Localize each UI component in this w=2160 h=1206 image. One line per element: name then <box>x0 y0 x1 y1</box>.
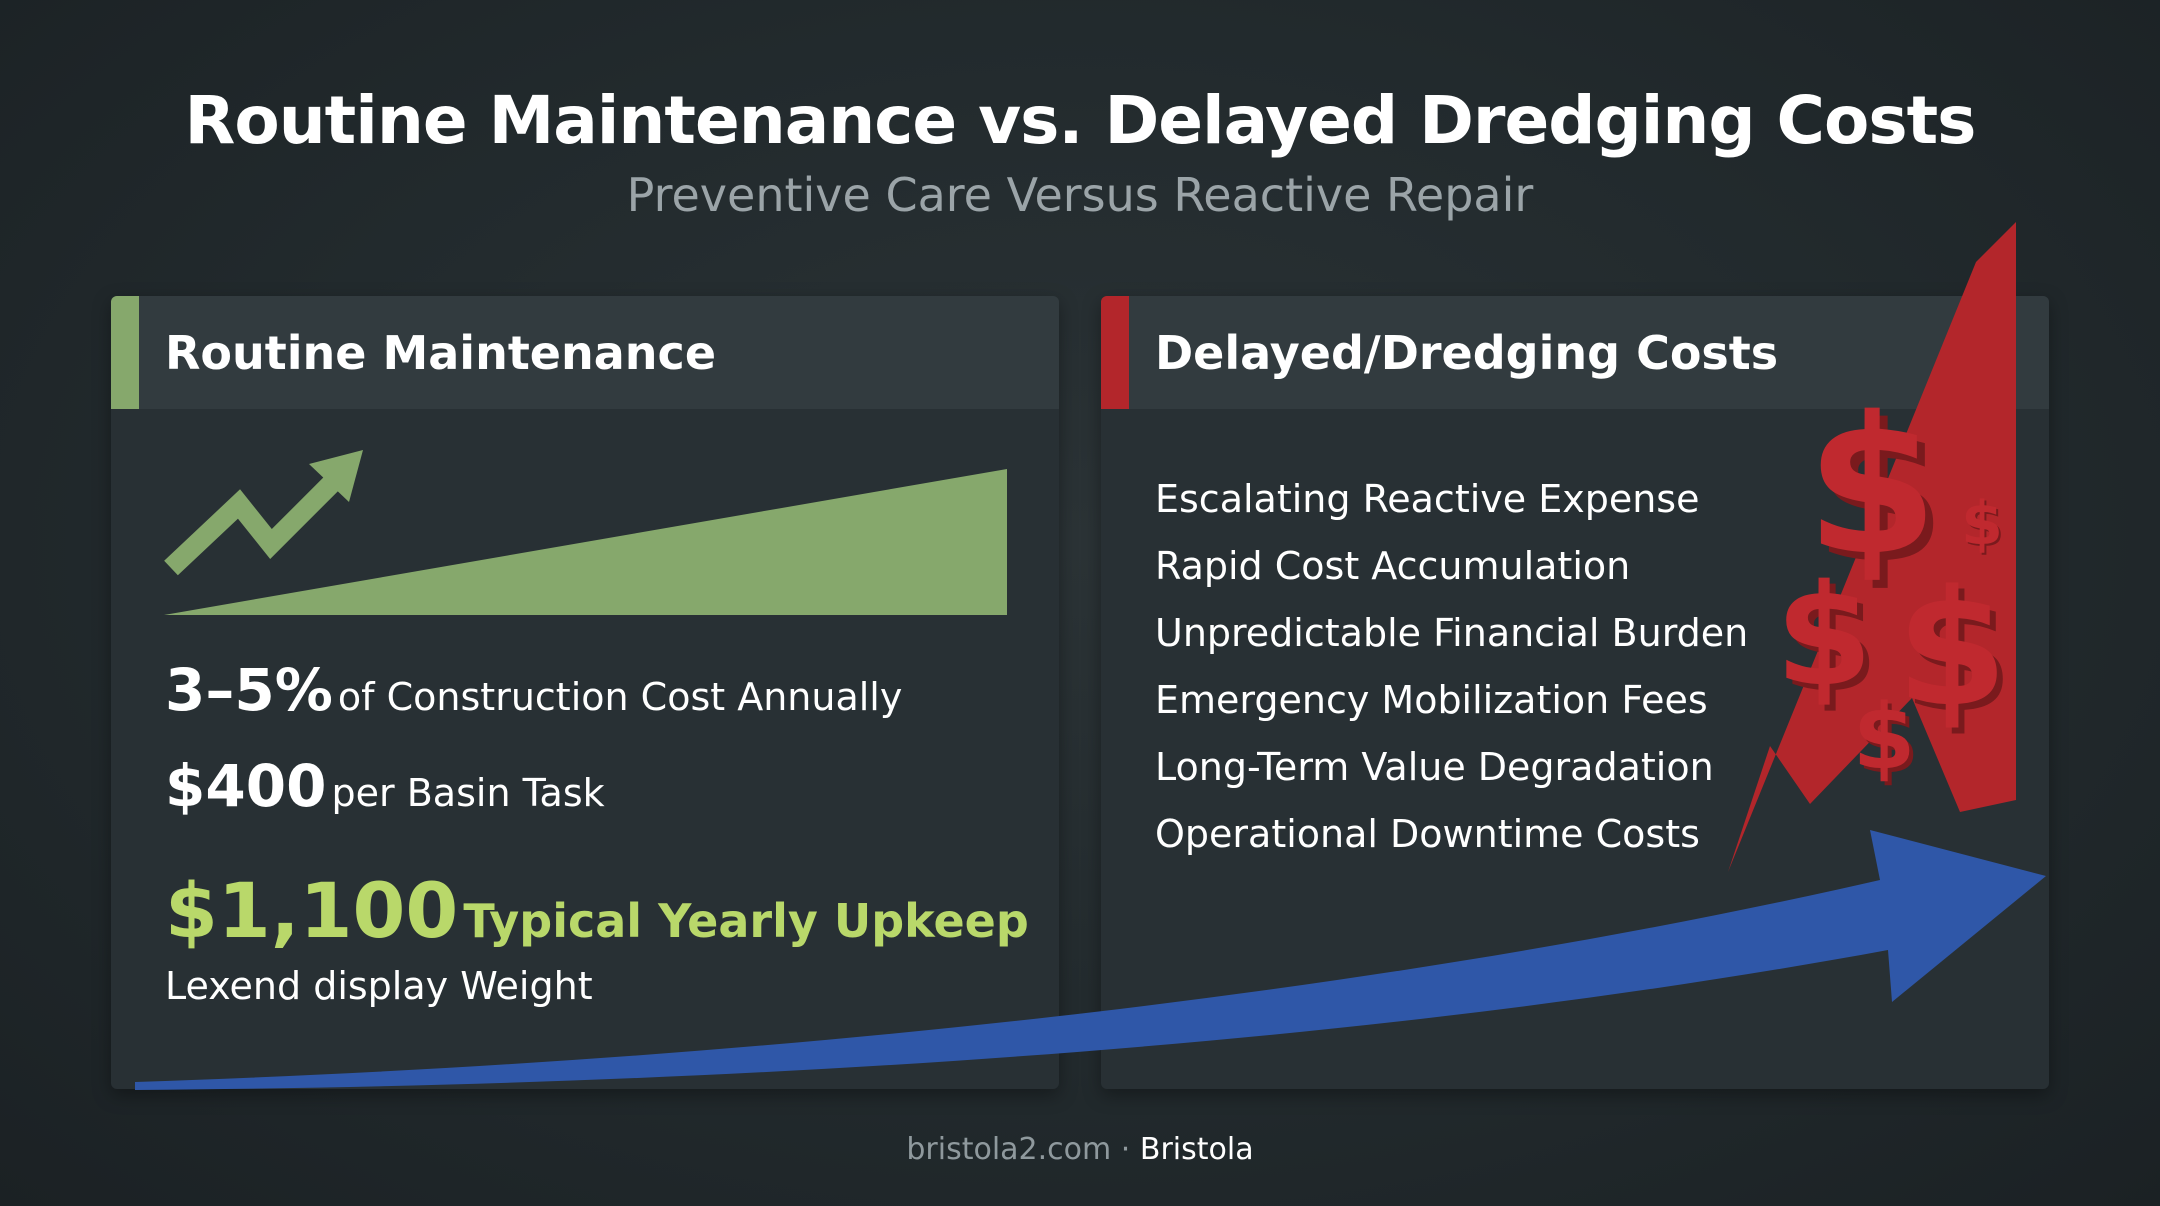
stat-basin-text: per Basin Task <box>331 771 605 815</box>
page-title: Routine Maintenance vs. Delayed Dredging… <box>184 82 1977 159</box>
stat-basin-value: $400 <box>165 752 327 820</box>
panel-header: Routine Maintenance <box>111 296 1059 409</box>
trend-arrow-icon <box>164 450 363 576</box>
delayed-dredging-panel: Delayed/Dredging Costs Escalating Reacti… <box>1101 296 2049 1089</box>
panel-title: Routine Maintenance <box>165 326 717 380</box>
footer-brand: Bristola <box>1139 1132 1254 1167</box>
panel-header: Delayed/Dredging Costs <box>1101 296 2049 409</box>
stat-yearly-upkeep: $1,100 Typical Yearly Upkeep <box>165 866 1029 955</box>
list-item: Operational Downtime Costs <box>1155 812 1700 856</box>
red-accent-bar <box>1101 296 1129 409</box>
routine-maintenance-panel: Routine Maintenance 3–5% of Construction… <box>111 296 1059 1089</box>
page-subtitle: Preventive Care Versus Reactive Repair <box>626 168 1534 222</box>
stat-percent-value: 3–5% <box>165 656 333 724</box>
list-item: Unpredictable Financial Burden <box>1155 611 1749 655</box>
footer-site: bristola2.com <box>906 1132 1112 1167</box>
footer-separator: · <box>1120 1132 1131 1167</box>
font-note: Lexend display Weight <box>165 964 593 1008</box>
green-accent-bar <box>111 296 139 409</box>
list-item: Emergency Mobilization Fees <box>1155 678 1708 722</box>
trend-graphic <box>164 450 1007 615</box>
footer: bristola2.com · Bristola <box>0 1132 2160 1167</box>
stat-cost-percent: 3–5% of Construction Cost Annually <box>165 656 902 724</box>
green-wedge-shape <box>164 469 1007 615</box>
panel-title: Delayed/Dredging Costs <box>1155 326 1779 380</box>
list-item: Rapid Cost Accumulation <box>1155 544 1631 588</box>
stat-upkeep-value: $1,100 <box>165 866 459 955</box>
cost-list: Escalating Reactive Expense Rapid Cost A… <box>1155 466 1748 868</box>
stat-percent-text: of Construction Cost Annually <box>337 675 903 719</box>
stat-upkeep-text: Typical Yearly Upkeep <box>463 894 1029 948</box>
stat-basin-task: $400 per Basin Task <box>165 752 605 820</box>
list-item: Escalating Reactive Expense <box>1155 477 1700 521</box>
list-item: Long-Term Value Degradation <box>1155 745 1714 789</box>
